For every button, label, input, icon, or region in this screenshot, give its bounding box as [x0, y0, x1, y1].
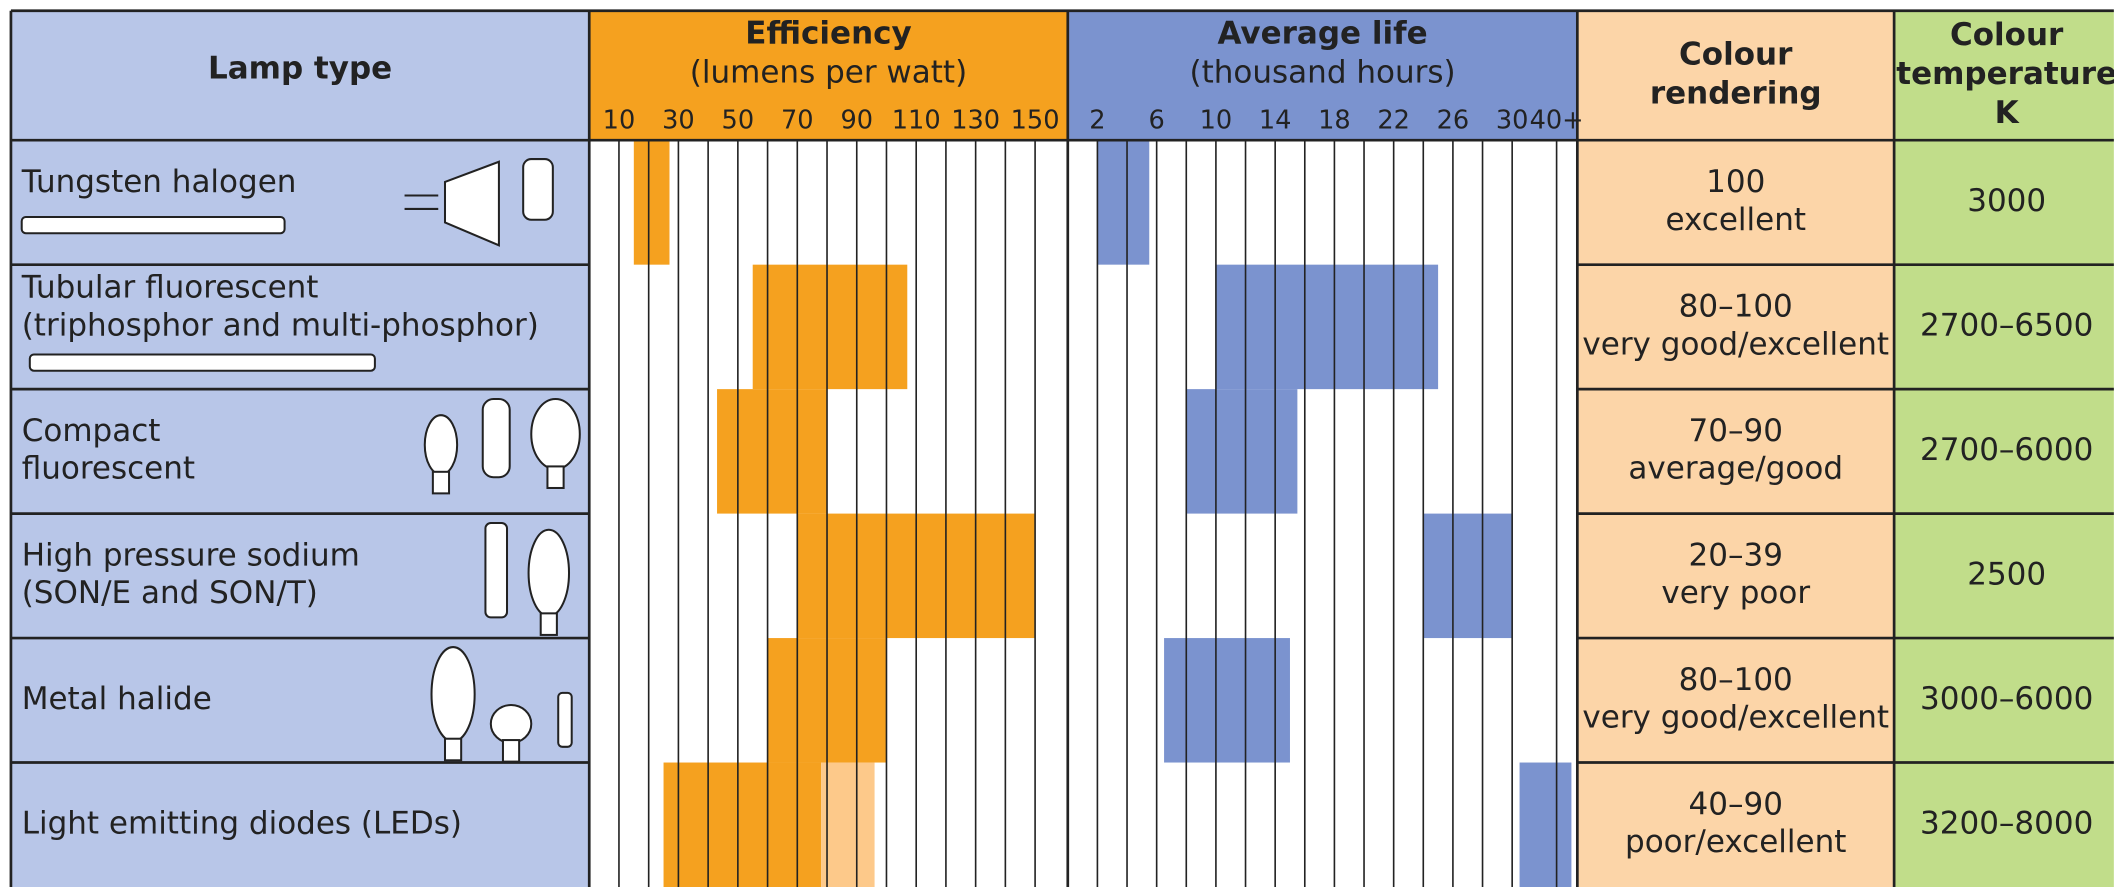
cell-text: excellent — [1665, 202, 1806, 238]
lamp-icon — [539, 612, 558, 636]
tick-label: 10 — [603, 105, 636, 135]
header-title: Colour — [1950, 17, 2064, 53]
life-bar — [1186, 389, 1298, 514]
lamp-icon — [527, 528, 571, 618]
cell-text: Compact — [22, 413, 161, 449]
lamp-icon — [431, 470, 451, 495]
efficiency-bar — [717, 389, 828, 514]
cell-text: 3000 — [1967, 183, 2046, 219]
life-bar — [1215, 264, 1439, 390]
tick-label: 30 — [662, 105, 695, 135]
lamp-icon — [430, 646, 476, 743]
cell-text: (triphosphor and multi-phosphor) — [22, 307, 539, 343]
lamp-icon — [20, 216, 286, 235]
header-title: Lamp type — [208, 51, 392, 87]
tick-label: 6 — [1149, 105, 1165, 135]
header-title: Colour — [1679, 36, 1793, 72]
life-bar — [1519, 762, 1572, 887]
header-cell — [1894, 10, 2114, 887]
lamp-icon — [484, 522, 509, 619]
header-title: K — [1995, 95, 2020, 131]
tick-label: 40+ — [1530, 105, 1584, 135]
lamp-icon — [423, 414, 459, 476]
cell-text: very good/excellent — [1582, 326, 1889, 362]
tick-label: 130 — [951, 105, 1000, 135]
header-title: Average life — [1218, 16, 1428, 52]
tick-label: 14 — [1259, 105, 1292, 135]
efficiency-bar — [821, 762, 875, 887]
header-subtitle: (thousand hours) — [1190, 55, 1456, 91]
lamp-icon — [28, 353, 376, 372]
header-subtitle: (lumens per watt) — [690, 55, 967, 91]
cell-text: 3000–6000 — [1920, 681, 2093, 717]
cell-text: 2500 — [1967, 556, 2046, 592]
cell-text: 100 — [1706, 164, 1765, 200]
life-bar — [1423, 513, 1513, 639]
tick-label: 22 — [1377, 105, 1410, 135]
cell-text: very poor — [1661, 575, 1810, 611]
tick-label: 70 — [781, 105, 814, 135]
cell-text: (SON/E and SON/T) — [22, 575, 318, 611]
cell-text: High pressure sodium — [22, 537, 360, 573]
efficiency-bar — [663, 762, 822, 887]
lamp-icon — [443, 737, 463, 762]
tick-label: 10 — [1200, 105, 1233, 135]
header-title: Efficiency — [745, 16, 911, 52]
header-cell — [589, 10, 1068, 141]
lamp-icon — [546, 465, 565, 489]
cell-text: 40–90 — [1689, 786, 1783, 822]
cell-text: 20–39 — [1689, 537, 1783, 573]
cell-text: very good/excellent — [1582, 700, 1889, 736]
cell-text: poor/excellent — [1625, 824, 1846, 860]
tick-label: 90 — [840, 105, 873, 135]
lamp-icon — [522, 158, 554, 221]
lamp-icon — [404, 160, 500, 247]
header-cell — [10, 10, 590, 141]
tick-label: 18 — [1318, 105, 1351, 135]
cell-text: Tubular fluorescent — [21, 270, 319, 306]
lamp-icon — [501, 739, 521, 763]
efficiency-bar — [752, 264, 908, 390]
cell-text: Metal halide — [22, 681, 212, 717]
cell-text: 70–90 — [1689, 413, 1783, 449]
life-bar — [1164, 638, 1290, 763]
header-title: temperature — [1896, 56, 2114, 92]
cell-text: Tungsten halogen — [21, 164, 297, 200]
lamp-icon — [557, 691, 573, 748]
cell-text: 80–100 — [1679, 289, 1793, 325]
header-cell — [1067, 10, 1578, 141]
tick-label: 26 — [1437, 105, 1470, 135]
cell-text: fluorescent — [22, 451, 195, 487]
cell-text: average/good — [1628, 451, 1843, 487]
tick-label: 30 — [1496, 105, 1529, 135]
tick-label: 110 — [892, 105, 941, 135]
cell-text: 2700–6500 — [1920, 307, 2093, 343]
cell-text: 2700–6000 — [1920, 432, 2093, 468]
lamp-icon — [530, 398, 581, 471]
header-title: rendering — [1650, 76, 1822, 112]
tick-label: 150 — [1011, 105, 1060, 135]
tick-label: 50 — [722, 105, 755, 135]
cell-text: 80–100 — [1679, 662, 1793, 698]
tick-label: 2 — [1089, 105, 1105, 135]
efficiency-bar — [633, 140, 670, 265]
cell-text: 3200–8000 — [1920, 805, 2093, 841]
cell-text: Light emitting diodes (LEDs) — [22, 805, 462, 841]
lamp-icon — [489, 704, 533, 744]
lamp-icon — [481, 398, 511, 479]
life-bar — [1097, 140, 1150, 265]
header-cell — [1577, 10, 1895, 887]
